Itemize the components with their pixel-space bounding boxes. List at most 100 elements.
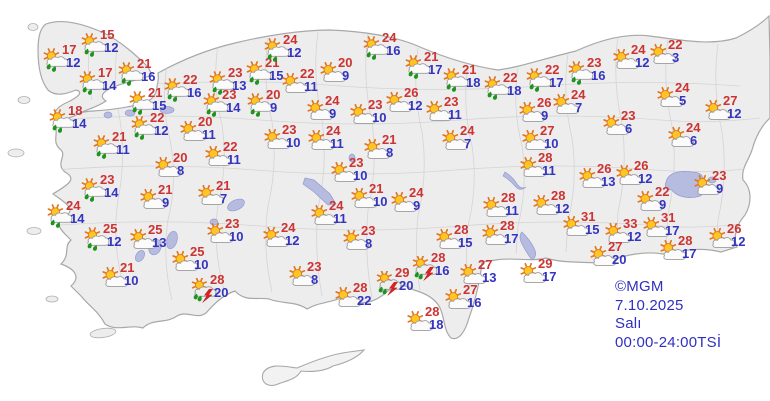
low-temp: 15 xyxy=(458,235,473,250)
low-temp: 12 xyxy=(287,45,302,60)
weather-station: 23 16 xyxy=(567,56,605,87)
weather-station: 20 9 xyxy=(246,88,280,119)
weather-station: 23 11 xyxy=(424,95,462,126)
rain-shower-icon xyxy=(245,61,275,87)
low-temp: 15 xyxy=(585,222,600,237)
high-temp: 24 xyxy=(283,32,298,47)
high-temp: 21 xyxy=(369,181,384,196)
high-temp: 24 xyxy=(329,198,344,213)
weather-station: 24 9 xyxy=(305,94,339,125)
low-temp: 3 xyxy=(672,50,680,65)
rain-shower-icon xyxy=(246,93,276,119)
partly-cloudy-icon xyxy=(309,204,339,230)
thunderstorm-icon xyxy=(375,270,405,297)
high-temp: 21 xyxy=(382,132,397,147)
high-temp: 27 xyxy=(723,93,738,108)
partly-cloudy-icon xyxy=(518,156,548,182)
low-temp: 12 xyxy=(154,123,169,138)
partly-cloudy-icon xyxy=(551,93,581,119)
low-temp: 10 xyxy=(194,257,209,272)
weather-station: 22 16 xyxy=(163,73,201,104)
low-temp: 12 xyxy=(104,40,119,55)
weather-station: 28 11 xyxy=(518,151,556,182)
partly-cloudy-icon xyxy=(703,99,733,125)
partly-cloudy-icon xyxy=(170,250,200,276)
weather-station: 28 20 xyxy=(190,273,228,304)
partly-cloudy-icon xyxy=(707,227,737,253)
rain-shower-icon xyxy=(202,93,232,119)
high-temp: 21 xyxy=(424,49,439,64)
rain-shower-icon xyxy=(80,33,110,59)
weather-station: 25 13 xyxy=(128,223,166,254)
low-temp: 17 xyxy=(682,246,697,261)
weather-station: 24 12 xyxy=(261,221,299,252)
low-temp: 9 xyxy=(162,195,170,210)
high-temp: 24 xyxy=(325,93,340,108)
weather-station: 23 14 xyxy=(202,88,240,119)
low-temp: 7 xyxy=(575,100,583,115)
high-temp: 24 xyxy=(571,87,586,102)
low-temp: 14 xyxy=(102,78,117,93)
landmass xyxy=(7,15,770,387)
partly-cloudy-icon xyxy=(434,228,464,254)
low-temp: 5 xyxy=(679,93,687,108)
high-temp: 24 xyxy=(326,123,341,138)
partly-cloudy-icon xyxy=(601,114,631,140)
high-temp: 18 xyxy=(68,103,83,118)
low-temp: 9 xyxy=(541,108,549,123)
rain-shower-icon xyxy=(567,61,597,87)
high-temp: 21 xyxy=(112,129,127,144)
high-temp: 21 xyxy=(216,178,231,193)
partly-cloudy-icon xyxy=(128,228,158,254)
thunderstorm-icon xyxy=(411,255,441,282)
partly-cloudy-icon xyxy=(138,188,168,214)
low-temp: 8 xyxy=(386,145,394,160)
partly-cloudy-icon xyxy=(692,174,722,200)
weather-station: 22 12 xyxy=(130,111,168,142)
low-temp: 9 xyxy=(329,106,337,121)
weather-station: 27 10 xyxy=(520,124,558,155)
high-temp: 23 xyxy=(621,108,636,123)
partly-cloudy-icon xyxy=(280,72,310,98)
low-temp: 11 xyxy=(202,127,216,142)
high-temp: 28 xyxy=(353,280,368,295)
high-temp: 26 xyxy=(537,95,552,110)
lake-tuz xyxy=(302,177,337,206)
partly-cloudy-icon xyxy=(341,229,371,255)
low-temp: 16 xyxy=(591,68,606,83)
high-temp: 28 xyxy=(538,150,553,165)
partly-cloudy-icon xyxy=(405,310,435,336)
partly-cloudy-icon xyxy=(305,99,335,125)
partly-cloudy-icon xyxy=(100,266,130,292)
high-temp: 28 xyxy=(500,218,515,233)
low-temp: 12 xyxy=(635,55,650,70)
lake-iznik xyxy=(159,106,175,114)
high-temp: 24 xyxy=(686,120,701,135)
low-temp: 18 xyxy=(429,317,444,332)
weather-station: 22 18 xyxy=(483,71,521,102)
rain-shower-icon xyxy=(92,135,122,161)
high-temp: 22 xyxy=(223,139,238,154)
partly-cloudy-icon xyxy=(655,86,685,112)
partly-cloudy-icon xyxy=(635,190,665,216)
weather-station: 21 16 xyxy=(117,57,155,88)
low-temp: 9 xyxy=(270,100,278,115)
high-temp: 22 xyxy=(150,110,165,125)
rain-shower-icon xyxy=(46,204,76,230)
high-temp: 22 xyxy=(545,62,560,77)
partly-cloudy-icon xyxy=(603,222,633,248)
low-temp: 11 xyxy=(542,163,556,178)
rain-shower-icon xyxy=(130,116,160,142)
weather-station: 24 7 xyxy=(440,124,474,155)
weather-station: 27 13 xyxy=(458,258,496,289)
high-temp: 23 xyxy=(361,223,376,238)
rain-shower-icon xyxy=(48,109,78,135)
map-credits: ©MGM 7.10.2025 Salı 00:00-24:00TSİ xyxy=(615,278,721,352)
rain-shower-icon xyxy=(525,68,555,94)
partly-cloudy-icon xyxy=(518,262,548,288)
high-temp: 20 xyxy=(173,150,188,165)
rain-shower-icon xyxy=(78,71,108,97)
weather-station: 28 17 xyxy=(658,234,696,265)
low-temp: 8 xyxy=(177,163,185,178)
